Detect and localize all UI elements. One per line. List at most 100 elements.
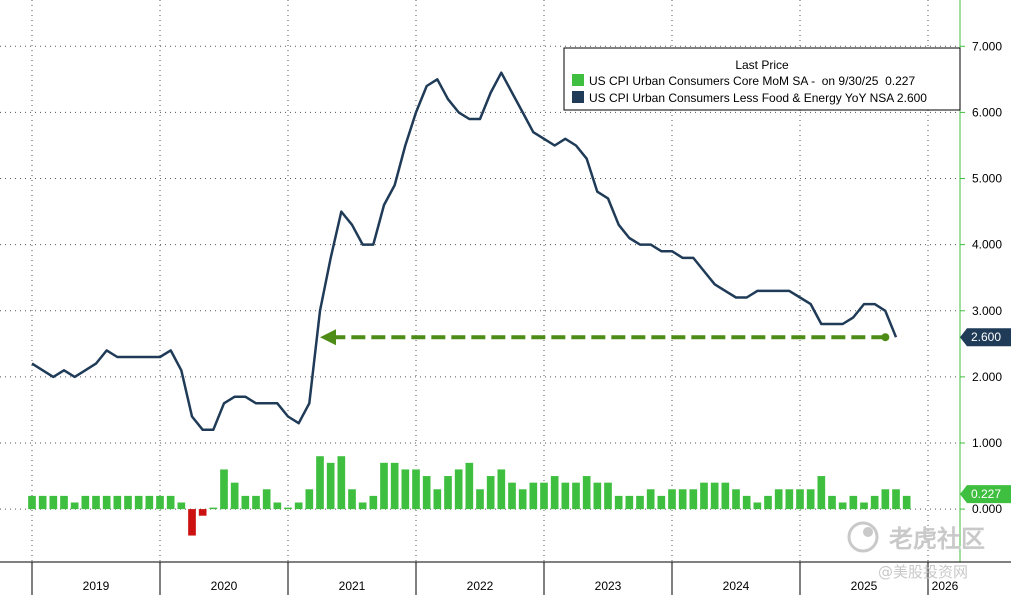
bar bbox=[348, 489, 356, 510]
bar bbox=[305, 489, 314, 510]
bar bbox=[764, 495, 772, 510]
bar bbox=[444, 476, 452, 510]
bar bbox=[102, 495, 111, 510]
bar bbox=[636, 495, 644, 510]
bar bbox=[262, 489, 271, 510]
bar bbox=[28, 495, 36, 510]
dashed-arrow-annotation bbox=[320, 329, 890, 346]
bar bbox=[454, 469, 463, 510]
watermark-site: @美股投资网 bbox=[878, 563, 968, 581]
x-tick-label: 2020 bbox=[211, 579, 238, 593]
bar bbox=[145, 495, 154, 510]
x-tick-label: 2021 bbox=[339, 579, 366, 593]
bar bbox=[358, 502, 367, 510]
bar bbox=[49, 495, 58, 510]
bar bbox=[828, 495, 836, 510]
y-tick-label: 6.000 bbox=[972, 105, 1002, 119]
bar bbox=[625, 495, 634, 510]
x-tick-label: 2022 bbox=[467, 579, 494, 593]
bar bbox=[838, 502, 847, 510]
y-tick-label: 5.000 bbox=[972, 172, 1002, 186]
bar bbox=[209, 507, 218, 510]
bar bbox=[401, 469, 410, 510]
bar bbox=[572, 482, 580, 510]
bar bbox=[561, 482, 570, 510]
bar bbox=[785, 489, 794, 510]
y-tick-label: 1.000 bbox=[972, 436, 1002, 450]
bar bbox=[860, 502, 868, 510]
bar bbox=[412, 469, 420, 510]
bar bbox=[230, 482, 239, 510]
badge-core-yoy bbox=[960, 328, 1011, 347]
legend-swatch-core-yoy bbox=[572, 91, 584, 103]
bar bbox=[60, 495, 68, 510]
legend-box bbox=[563, 47, 961, 111]
last-value-badges: 2.600 0.227 bbox=[960, 328, 1011, 504]
bar bbox=[508, 482, 516, 510]
bar-series bbox=[28, 456, 911, 536]
badge-core-yoy-label: 2.600 bbox=[971, 330, 1001, 344]
bar bbox=[593, 482, 602, 510]
bar bbox=[92, 495, 100, 510]
bar bbox=[156, 495, 164, 510]
bar bbox=[177, 502, 186, 510]
badge-core-mom bbox=[960, 485, 1011, 504]
x-tick-label: 2019 bbox=[83, 579, 110, 593]
bar bbox=[710, 482, 719, 510]
bar bbox=[721, 482, 730, 510]
bar bbox=[657, 495, 666, 510]
bar bbox=[870, 495, 879, 510]
bar bbox=[614, 495, 623, 510]
bar bbox=[678, 489, 687, 510]
arrow-tail-dot bbox=[881, 333, 890, 342]
bar bbox=[369, 495, 378, 510]
y-tick-label: 2.000 bbox=[972, 370, 1002, 384]
y-tick-label: 4.000 bbox=[972, 238, 1002, 252]
watermark-tiger-community: 老虎社区 bbox=[889, 525, 985, 553]
bar bbox=[134, 495, 143, 510]
badge-core-mom-label: 0.227 bbox=[971, 487, 1001, 501]
bar bbox=[892, 489, 900, 510]
bar bbox=[220, 469, 228, 510]
x-tick-label: 2023 bbox=[595, 579, 622, 593]
x-tick-label: 2025 bbox=[851, 579, 878, 593]
bar bbox=[550, 476, 559, 510]
bar bbox=[902, 495, 911, 510]
bar bbox=[753, 502, 762, 510]
bar bbox=[337, 456, 346, 510]
arrow-head bbox=[320, 329, 336, 346]
bar bbox=[316, 456, 324, 510]
bar bbox=[252, 495, 260, 510]
bar bbox=[38, 495, 47, 510]
bar bbox=[732, 489, 740, 510]
bar bbox=[390, 462, 399, 510]
y-tick-label: 0.000 bbox=[972, 502, 1002, 516]
bar bbox=[689, 489, 698, 510]
y-tick-label: 7.000 bbox=[972, 39, 1002, 53]
line-series bbox=[31, 71, 898, 432]
legend-label-core-mom: US CPI Urban Consumers Core MoM SA - on … bbox=[589, 74, 915, 88]
bar bbox=[582, 476, 591, 510]
bar bbox=[188, 509, 196, 536]
bar bbox=[646, 489, 655, 510]
bar bbox=[817, 476, 826, 510]
bar bbox=[668, 489, 676, 510]
legend: Last Price US CPI Urban Consumers Core M… bbox=[563, 47, 961, 111]
bar bbox=[294, 502, 303, 510]
bar bbox=[166, 495, 175, 510]
bar bbox=[81, 495, 90, 510]
bar bbox=[529, 482, 538, 510]
bar bbox=[273, 502, 282, 510]
bar bbox=[700, 482, 708, 510]
bar bbox=[486, 476, 495, 510]
bar bbox=[796, 489, 804, 510]
bar bbox=[497, 469, 506, 510]
line-core-yoy bbox=[31, 71, 898, 432]
y-tick-label: 3.000 bbox=[972, 304, 1002, 318]
tiger-logo-icon bbox=[847, 521, 879, 553]
bar bbox=[604, 482, 612, 510]
bar bbox=[326, 462, 335, 510]
bar bbox=[476, 489, 484, 510]
